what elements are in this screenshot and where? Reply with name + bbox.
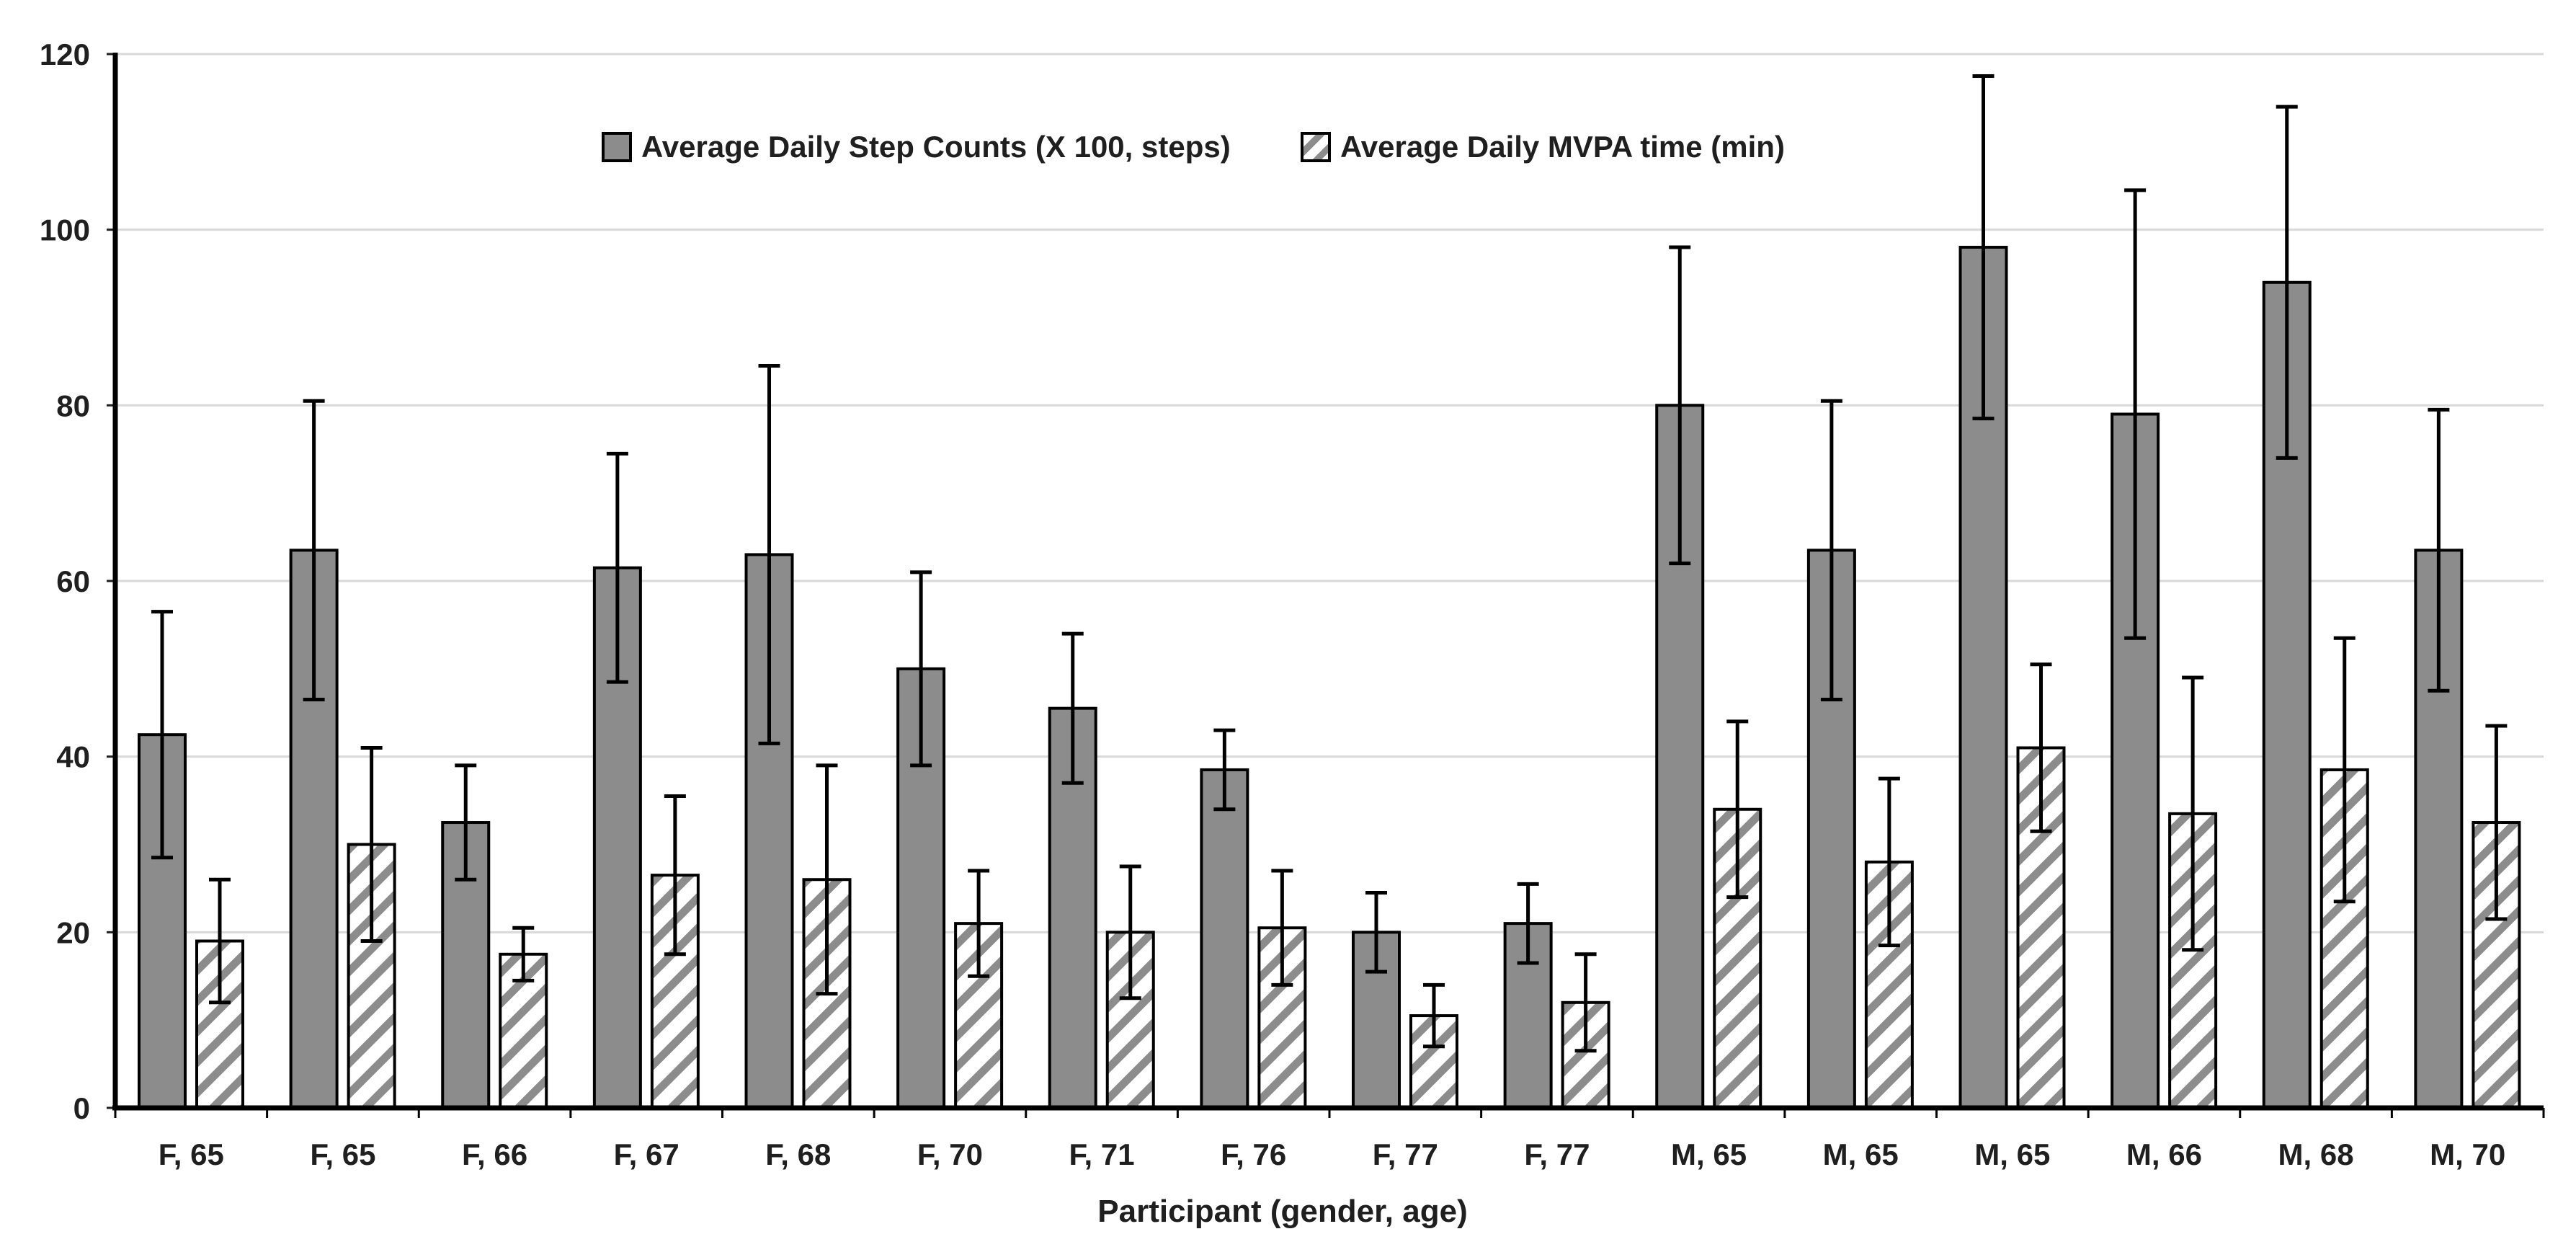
x-category-label: F, 65	[310, 1137, 375, 1171]
x-category-label: F, 70	[917, 1137, 983, 1171]
error-bar-steps-13	[2124, 188, 2147, 640]
bar-mvpa-1	[347, 843, 396, 1109]
error-bar-mvpa-14	[2333, 636, 2356, 904]
x-category-label: F, 71	[1069, 1137, 1135, 1171]
error-bar-mvpa-10	[1726, 719, 1749, 900]
hatched-series-swatch-icon	[1301, 132, 1331, 162]
error-bar-steps-2	[455, 763, 477, 882]
legend-entry-step-counts: Average Daily Step Counts (X 100, steps)	[602, 130, 1231, 164]
error-bar-steps-7	[1213, 728, 1236, 812]
bar-steps-7	[1200, 768, 1249, 1109]
error-bar-mvpa-13	[2182, 675, 2204, 952]
y-tick-label: 60	[56, 564, 90, 598]
x-category-label: F, 68	[765, 1137, 831, 1171]
error-bar-steps-9	[1517, 882, 1539, 965]
x-category-label: F, 66	[462, 1137, 527, 1171]
error-bar-steps-8	[1365, 891, 1387, 974]
x-category-label: F, 77	[1373, 1137, 1438, 1171]
error-bar-steps-12	[1972, 74, 1995, 421]
error-bar-steps-6	[1061, 631, 1084, 785]
x-category-label: M, 66	[2126, 1137, 2202, 1171]
error-bar-steps-11	[1820, 399, 1842, 701]
x-category-label: M, 65	[1671, 1137, 1747, 1171]
error-bar-mvpa-2	[512, 926, 535, 982]
error-bar-mvpa-12	[2030, 662, 2052, 833]
error-bar-mvpa-5	[968, 869, 990, 978]
error-bar-mvpa-1	[360, 745, 383, 944]
y-tick-label: 100	[40, 213, 90, 247]
y-tick-label: 0	[73, 1091, 90, 1125]
error-bar-mvpa-6	[1119, 864, 1141, 1000]
error-bar-mvpa-8	[1423, 982, 1445, 1049]
error-bar-steps-15	[2428, 407, 2450, 693]
x-category-label: F, 76	[1221, 1137, 1286, 1171]
error-bar-steps-10	[1669, 245, 1691, 566]
x-category-label: F, 67	[614, 1137, 679, 1171]
error-bar-steps-0	[151, 610, 173, 860]
x-category-label: F, 77	[1524, 1137, 1590, 1171]
error-bar-mvpa-4	[816, 763, 838, 996]
x-category-label: M, 65	[1974, 1137, 2050, 1171]
legend-entry-mvpa: Average Daily MVPA time (min)	[1301, 130, 1785, 164]
legend-label-step-counts: Average Daily Step Counts (X 100, steps)	[641, 130, 1231, 164]
legend-label-mvpa: Average Daily MVPA time (min)	[1340, 130, 1785, 164]
error-bar-steps-3	[606, 451, 628, 684]
x-axis-title: Participant (gender, age)	[1097, 1194, 1468, 1229]
solid-series-swatch-icon	[602, 132, 632, 162]
x-category-label: M, 70	[2430, 1137, 2505, 1171]
y-tick-label: 40	[56, 740, 90, 774]
error-bar-mvpa-9	[1574, 952, 1597, 1053]
x-category-label: F, 65	[159, 1137, 224, 1171]
x-category-label: M, 65	[1823, 1137, 1899, 1171]
error-bar-mvpa-7	[1271, 869, 1293, 987]
y-tick-label: 120	[40, 37, 90, 71]
error-bar-steps-5	[910, 570, 932, 768]
error-bar-mvpa-3	[664, 794, 686, 957]
x-category-label: M, 68	[2278, 1137, 2354, 1171]
error-bar-steps-1	[303, 399, 325, 701]
y-tick-label: 80	[56, 389, 90, 422]
error-bar-mvpa-11	[1878, 776, 1900, 948]
y-tick-label: 20	[56, 915, 90, 949]
error-bar-mvpa-0	[209, 877, 231, 1005]
error-bar-steps-4	[758, 364, 780, 745]
error-bar-mvpa-15	[2485, 724, 2508, 921]
error-bar-steps-14	[2276, 105, 2298, 460]
